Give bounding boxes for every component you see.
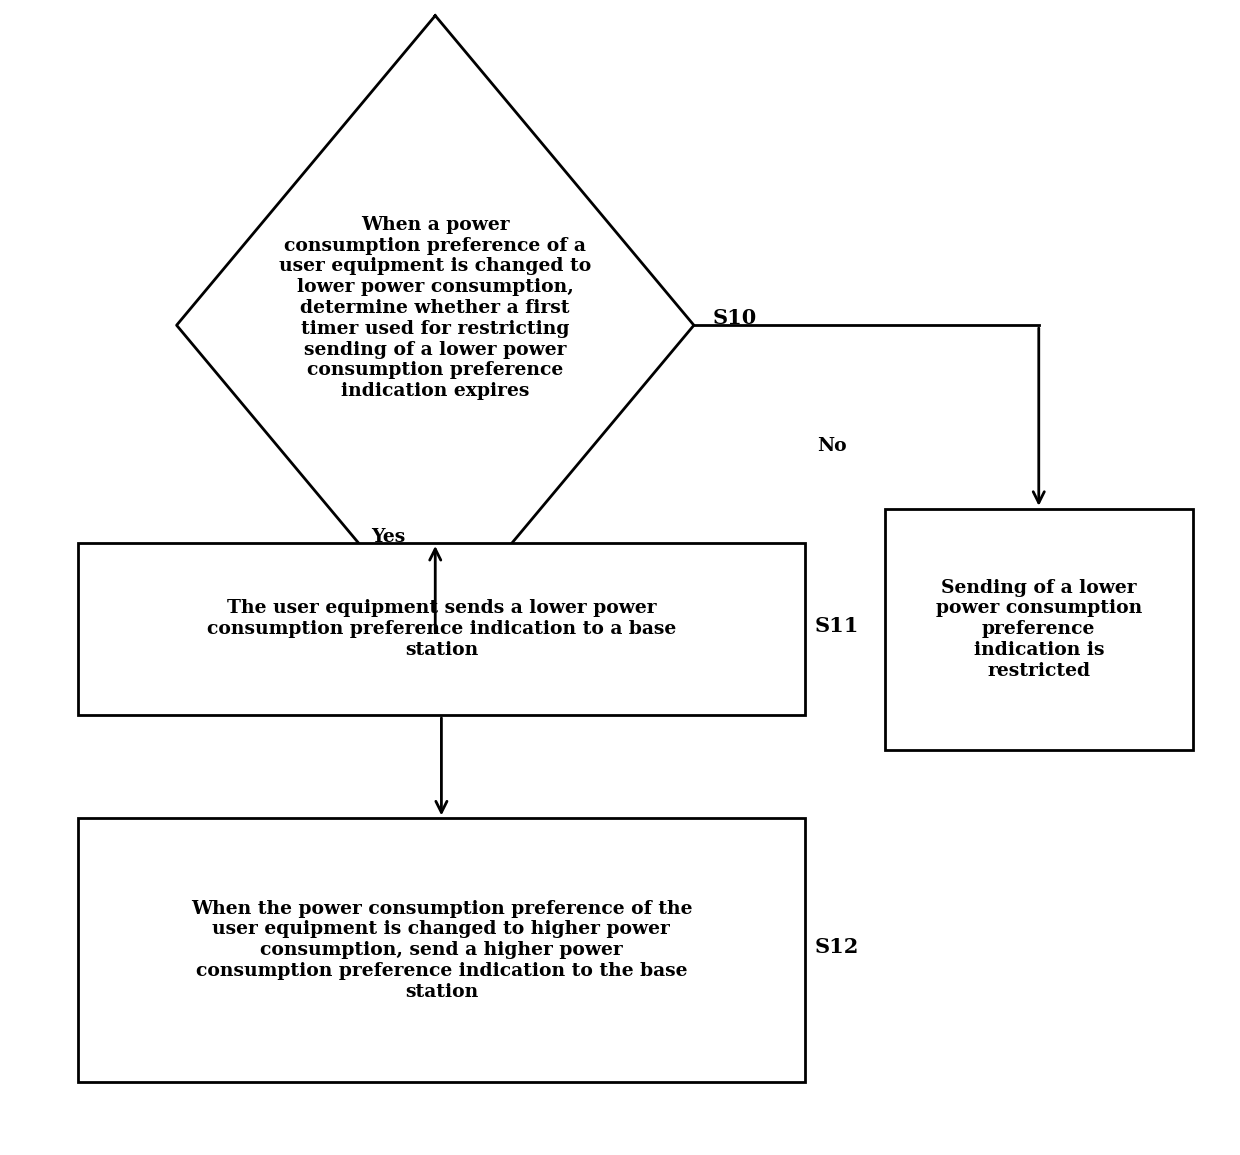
Text: Sending of a lower
power consumption
preference
indication is
restricted: Sending of a lower power consumption pre… bbox=[936, 579, 1142, 679]
Bar bbox=[78, 543, 805, 715]
Polygon shape bbox=[176, 16, 694, 635]
Text: When the power consumption preference of the
user equipment is changed to higher: When the power consumption preference of… bbox=[191, 900, 692, 1000]
Text: No: No bbox=[817, 437, 847, 455]
Text: When a power
consumption preference of a
user equipment is changed to
lower powe: When a power consumption preference of a… bbox=[279, 216, 591, 401]
Text: The user equipment sends a lower power
consumption preference indication to a ba: The user equipment sends a lower power c… bbox=[207, 599, 676, 658]
Text: S12: S12 bbox=[815, 937, 859, 956]
Bar bbox=[885, 508, 1193, 750]
Text: Yes: Yes bbox=[371, 528, 405, 546]
Bar bbox=[78, 818, 805, 1082]
Text: S11: S11 bbox=[815, 616, 859, 635]
Text: S10: S10 bbox=[712, 308, 756, 328]
